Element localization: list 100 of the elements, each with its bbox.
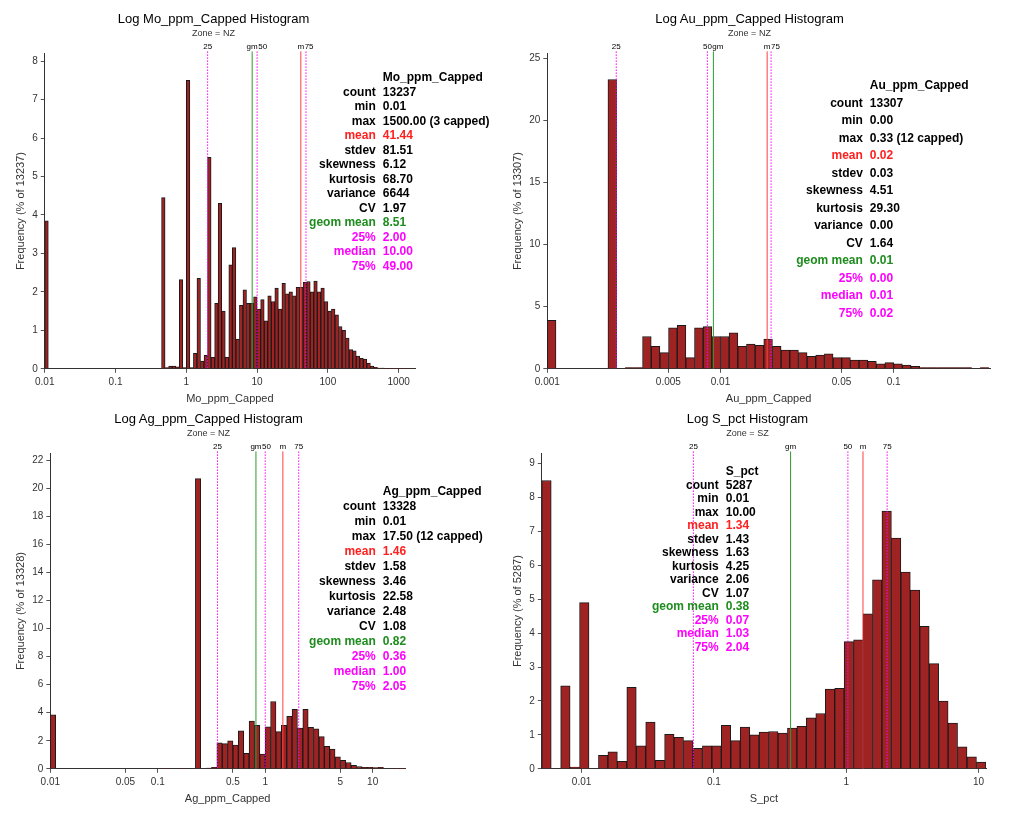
annotation: 75% 2.05 [351,679,407,694]
annotation: stdev 81.51 [344,142,414,157]
annotation: kurtosis 4.25 [672,558,750,573]
y-axis-title: Frequency (% of 13328) [13,552,26,671]
annotation: Ag_ppm_Capped [382,484,482,499]
x-tick-label: 10 [367,775,379,787]
x-tick-label: 0.1 [150,775,166,787]
annotation: 25 [213,441,223,451]
chart-subtitle: Zone = SZ [726,428,770,439]
x-tick-label: 0.5 [225,775,241,787]
annotation: 25% 0.00 [838,270,894,285]
y-tick-label: 1 [529,728,536,740]
y-tick-label: 10 [529,238,541,250]
annotation: count 5287 [686,477,753,492]
x-axis-title: Ag_ppm_Capped [184,792,271,805]
y-tick-label: 6 [32,131,39,143]
annotation: median 0.01 [820,288,894,303]
y-tick-label: 6 [37,678,44,690]
annotation: gm [785,441,797,451]
annotation: kurtosis 68.70 [329,171,414,186]
y-tick-label: 3 [529,660,536,672]
x-tick-label: 0.05 [115,775,136,787]
y-tick-label: 0 [529,762,536,774]
annotation: geom mean 0.82 [309,634,407,649]
y-tick-label: 8 [32,54,39,66]
x-tick-label: 0.01 [710,375,731,387]
annotation: 25 [203,41,213,51]
y-tick-label: 4 [32,208,39,220]
chart-title: Log Mo_ppm_Capped Histogram [117,11,310,27]
x-tick-label: 0.001 [534,375,561,387]
annotation: kurtosis 22.58 [329,589,414,604]
chart-title: Log Ag_ppm_Capped Histogram [114,411,303,427]
y-tick-label: 0 [32,362,39,374]
chart-title: Log S_pct Histogram [686,411,809,427]
y-tick-label: 4 [529,626,536,638]
annotation: 50 [843,441,853,451]
y-tick-label: 10 [32,622,44,634]
y-tick-label: 18 [32,510,44,522]
annotation: gm [250,441,262,451]
annotation: skewness 4.51 [806,183,894,198]
annotation: max 0.33 (12 capped) [838,130,964,145]
annotation: variance 2.48 [327,604,407,619]
annotation: median 10.00 [333,244,414,259]
annotation: max 1500.00 (3 capped) [351,113,490,128]
annotation: m [859,441,867,451]
y-tick-label: 9 [529,457,536,469]
annotation: median 1.00 [333,664,407,679]
annotation: 25 [688,441,699,451]
y-tick-label: 2 [529,694,536,706]
annotation: mean 1.34 [687,518,750,533]
annotation: variance 6644 [327,186,410,201]
annotation: max 10.00 [694,504,757,519]
x-tick-label: 100 [319,375,337,387]
y-tick-label: 16 [32,538,44,550]
annotation: m [297,41,305,51]
chart-subtitle: Zone = NZ [187,428,231,439]
annotation: 25% 0.07 [694,612,750,627]
annotation: stdev 0.03 [831,165,894,180]
annotation: S_pct [725,464,759,479]
annotation: 50 [258,41,268,51]
annotation: min 0.01 [354,514,407,529]
y-tick-label: 0 [37,762,44,774]
annotation: 50 [262,441,272,451]
y-tick-label: 12 [32,594,44,606]
chart-subtitle: Zone = NZ [728,28,772,39]
annotation: geom mean 0.38 [652,599,750,614]
annotation: CV 1.07 [702,585,750,600]
annotation: m [763,41,771,51]
annotation: min 0.01 [354,99,407,114]
y-axis-title: Frequency (% of 5287) [510,555,523,668]
annotation: mean 0.02 [831,148,894,163]
x-tick-label: 0.05 [831,375,852,387]
y-tick-label: 8 [37,650,44,662]
y-tick-label: 20 [529,114,541,126]
annotation: min 0.00 [841,113,894,128]
annotation: mean 1.46 [344,544,407,559]
annotation: CV 1.64 [846,235,894,250]
annotation: skewness 3.46 [319,574,407,589]
y-tick-label: 5 [529,592,536,604]
x-tick-label: 1 [183,375,190,387]
x-tick-label: 0.01 [35,375,55,387]
annotation: stdev 1.43 [687,531,750,546]
y-tick-label: 6 [529,559,536,571]
chart-title: Log Au_ppm_Capped Histogram [655,11,844,27]
x-tick-label: 0.005 [655,375,682,387]
y-tick-label: 0 [534,362,541,374]
y-tick-label: 2 [32,285,39,297]
y-tick-label: 1 [32,324,39,336]
annotation: 50 [702,41,713,51]
annotation: Mo_ppm_Capped [382,70,483,85]
annotation: 75% 0.02 [838,305,894,320]
annotation: 75% 2.04 [694,639,750,654]
annotation: CV 1.08 [359,619,407,634]
y-tick-label: 14 [32,566,44,578]
y-tick-label: 8 [529,491,536,503]
annotation: variance 2.06 [670,572,750,587]
x-tick-label: 1000 [387,375,411,387]
x-tick-label: 5 [337,775,344,787]
y-tick-label: 25 [529,52,541,64]
annotation: 75% 49.00 [351,258,414,273]
